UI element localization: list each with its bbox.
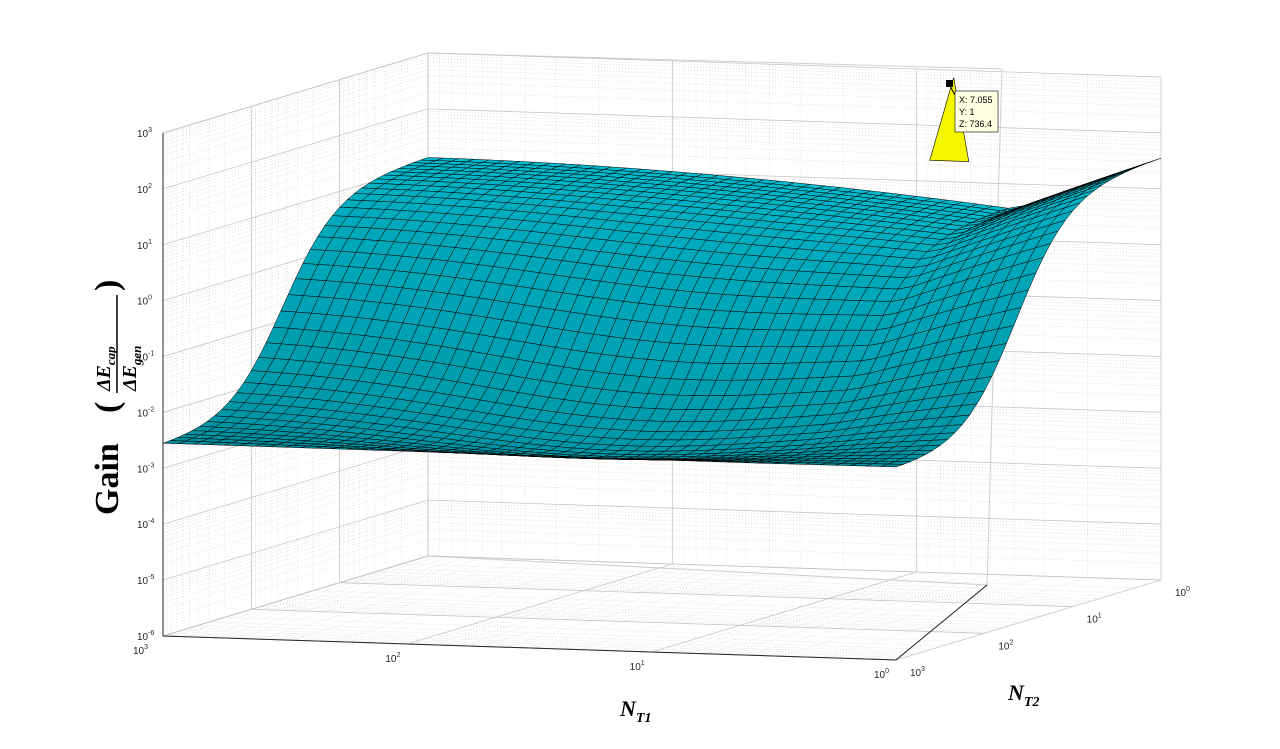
- grid-line: [461, 565, 727, 647]
- y-tick-label: 103: [910, 666, 925, 679]
- z-tick-labels: 103 102 101 100 10-1 10-2 10-3 10-4 10-5 10-6: [137, 127, 154, 643]
- grid-line: [313, 590, 1047, 616]
- grid-line: [174, 556, 440, 637]
- grid-line: [418, 564, 684, 645]
- x-tick-label: 100: [874, 668, 889, 681]
- grid-line: [217, 557, 483, 639]
- z-tick-label: 101: [137, 239, 152, 252]
- grid-line: [224, 617, 958, 642]
- z-axis-denominator: ΔEgen: [119, 346, 144, 392]
- y-tick-label: 102: [998, 639, 1013, 652]
- grid-line: [385, 568, 1119, 594]
- datatip-y: Y: 1: [959, 107, 975, 117]
- grid-line: [182, 629, 916, 655]
- grid-line: [504, 566, 770, 648]
- grid-line: [167, 634, 901, 660]
- datatip-x: X: 7.055: [959, 95, 993, 105]
- grid-line: [705, 573, 972, 655]
- grid-line: [407, 563, 673, 645]
- x-tick-label: 101: [630, 660, 645, 673]
- axis-lines: [162, 133, 988, 661]
- x-tick-label: 103: [133, 644, 148, 657]
- z-tick-label: 10-2: [137, 406, 154, 419]
- datatip-leader: [949, 85, 956, 96]
- grid-line: [198, 625, 932, 650]
- z-axis-title-text: Gain: [89, 443, 126, 515]
- grid-line: [176, 631, 910, 657]
- z-tick-label: 102: [137, 183, 152, 196]
- grid-line: [535, 567, 801, 649]
- y-tick-label: 101: [1087, 613, 1102, 626]
- gain-surface: [162, 77, 1162, 468]
- grid-line: [366, 574, 1100, 599]
- grid-line: [171, 633, 905, 658]
- grid-line: [748, 574, 1015, 656]
- datatip-marker[interactable]: [946, 80, 953, 87]
- grid-line: [200, 556, 466, 638]
- z-tick-label: 10-1: [137, 351, 154, 364]
- grid-line: [445, 564, 711, 646]
- x-axis-title: NT1: [619, 696, 651, 726]
- grid-line: [430, 564, 697, 646]
- y-tick-labels: 100 101 102 103: [910, 586, 1190, 679]
- surface-facet: [880, 463, 904, 468]
- datatip[interactable]: X: 7.055 Y: 1 Z: 736.4: [946, 80, 999, 133]
- x-tick-labels: 103 102 101 100: [133, 644, 889, 681]
- grid-line: [427, 555, 1162, 581]
- grid-line: [297, 595, 1031, 620]
- grid-line: [895, 579, 1162, 661]
- z-tick-label: 10-5: [137, 574, 154, 587]
- grid-line: [374, 571, 1108, 597]
- y-axis-title: NT2: [1007, 680, 1039, 710]
- grid-line: [209, 621, 943, 647]
- grid-line: [348, 579, 1082, 605]
- grid-line: [251, 608, 985, 634]
- grid-line: [162, 555, 429, 637]
- grid-line: [189, 627, 923, 653]
- grid-line: [353, 578, 1087, 603]
- grid-line: [480, 566, 746, 647]
- grid-line: [265, 604, 999, 630]
- grid-line: [286, 598, 1020, 624]
- grid-line: [822, 577, 1088, 658]
- z-tick-label: 100: [137, 295, 152, 308]
- grid-line: [333, 561, 599, 642]
- grid-line: [725, 574, 991, 655]
- grid-line: [260, 558, 526, 640]
- x-tick-label: 102: [385, 652, 400, 665]
- grid-line: [290, 559, 556, 641]
- grid-line: [689, 572, 955, 654]
- z-axis-numerator: ΔEcap: [93, 346, 118, 392]
- grid-line: [186, 556, 452, 638]
- z-axis-title: Gain ( ΔEcap ΔEgen ): [89, 280, 144, 515]
- grid-line: [255, 607, 989, 633]
- y-tick-label: 100: [1175, 586, 1190, 599]
- z-tick-label: 10-3: [137, 462, 154, 475]
- grid-line: [277, 600, 1011, 626]
- grid-line: [236, 558, 502, 639]
- z-axis-close-paren: ): [89, 280, 126, 291]
- x-axis-line: [162, 635, 897, 661]
- grid-line: [359, 576, 1093, 602]
- grid-line: [662, 572, 929, 653]
- z-axis-open-paren: (: [89, 402, 126, 413]
- grid-line: [343, 581, 1077, 606]
- grid-line: [339, 582, 1073, 608]
- grid-line: [578, 569, 844, 650]
- z-tick-label: 103: [137, 127, 152, 140]
- grid-line: [270, 603, 1004, 628]
- z-tick-label: 10-6: [137, 630, 154, 643]
- datatip-box: [954, 90, 999, 133]
- grid-line: [401, 563, 1135, 589]
- grid-line: [675, 572, 941, 654]
- z-tick-label: 10-4: [137, 518, 154, 531]
- grid-line: [779, 575, 1045, 657]
- grid-line: [259, 606, 993, 632]
- grid-line: [651, 571, 917, 653]
- datatip-z: Z: 736.4: [959, 119, 992, 129]
- y-axis-line: [895, 584, 988, 661]
